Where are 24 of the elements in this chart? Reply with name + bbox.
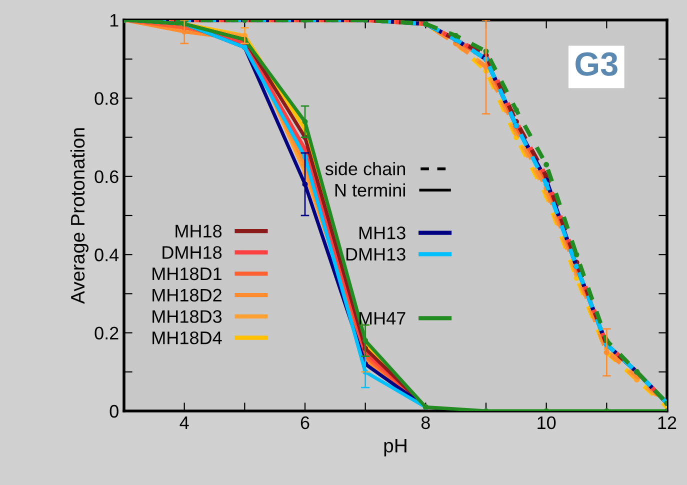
y-tick-label: 0 bbox=[110, 404, 118, 418]
y-tick-label: 1 bbox=[110, 14, 118, 27]
legend-label: DMH13 bbox=[346, 248, 406, 261]
legend-label: MH13 bbox=[359, 226, 406, 240]
legend-label: MH18D3 bbox=[152, 310, 222, 323]
y-tick-label: 0.6 bbox=[94, 170, 118, 184]
annotation: side chain bbox=[325, 162, 405, 176]
legend-label: MH18D1 bbox=[152, 267, 222, 280]
annotation: N termini bbox=[335, 183, 405, 197]
legend-label: MH18D4 bbox=[152, 331, 222, 344]
x-axis-title: pH bbox=[384, 438, 406, 456]
x-tick-label: 12 bbox=[658, 416, 676, 429]
y-axis-title: Average Protonation bbox=[70, 128, 88, 304]
y-tick-label: 0.4 bbox=[94, 248, 119, 262]
x-tick-label: 4 bbox=[180, 416, 189, 429]
x-tick-label: 8 bbox=[421, 416, 430, 430]
y-tick-label: 0.2 bbox=[94, 326, 118, 340]
x-tick-label: 10 bbox=[538, 416, 556, 430]
legend-label: MH18D2 bbox=[152, 288, 222, 302]
annotation: G3 bbox=[576, 52, 618, 76]
legend-label: DMH18 bbox=[162, 246, 222, 259]
x-tick-label: 6 bbox=[300, 416, 310, 430]
legend-label: MH18 bbox=[176, 224, 222, 238]
y-tick-label: 0.8 bbox=[94, 92, 118, 105]
